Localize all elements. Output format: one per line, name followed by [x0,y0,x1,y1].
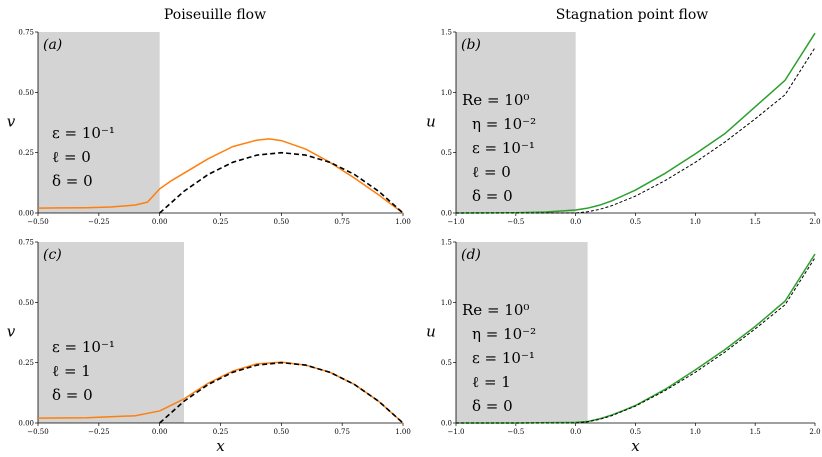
shaded-region [456,32,576,213]
y-axis-label: u [426,113,436,131]
panel-label: (c) [43,247,62,263]
y-tick-label: 0.00 [18,210,34,218]
parameter-annotation: ε = 10⁻¹ [52,124,115,142]
parameter-annotation: δ = 0 [52,386,93,404]
y-tick-label: 0.75 [18,239,34,247]
x-tick-label: −0.5 [507,218,524,226]
shaded-region [38,32,160,213]
solution-curve [37,361,404,424]
parameter-annotation: Re = 10⁰ [462,301,529,319]
panel-3: −0.50 −0.25 0.00 0.25 0.50 0.75 1.00 0.00 0.25 0.… [7,239,411,456]
x-tick-label: −1.0 [448,218,465,226]
x-tick-label: 0.75 [334,428,350,436]
solution-curve [37,138,404,214]
solution-curve [455,32,816,214]
panel-label: (b) [461,37,481,53]
x-tick-label: −0.25 [88,428,109,436]
column-title-left: Poiseuille flow [164,7,266,23]
reference-curve-dashed [456,47,816,214]
x-tick-label: 0.50 [274,428,290,436]
x-tick-label: 2.0 [809,218,820,226]
y-tick-label: 0.50 [18,299,34,307]
y-tick-label: 1.0 [441,299,452,307]
shaded-region [38,242,184,423]
x-tick-label: −0.50 [27,428,48,436]
parameter-annotation: ℓ = 0 [52,148,91,166]
x-tick-label: 0.0 [570,218,581,226]
reference-curve-dashed [456,257,816,424]
parameter-annotation: ε = 10⁻¹ [472,139,535,157]
x-tick-label: 0.75 [334,218,350,226]
x-tick-label: 1.00 [395,428,411,436]
x-tick-label: 0.00 [152,218,168,226]
x-tick-label: 0.50 [274,218,290,226]
panel-4: −1.0 −0.5 0.0 0.5 1.0 1.5 2.0 0.0 0.5 1.0 1.5 u x (d)… [426,239,820,456]
x-tick-label: −1.0 [448,428,465,436]
y-tick-label: 1.5 [441,29,452,37]
parameter-annotation: δ = 0 [472,397,513,415]
x-axis-label: x [216,437,225,455]
parameter-annotation: ℓ = 0 [472,163,511,181]
panel-1: −0.50 −0.25 0.00 0.25 0.50 0.75 1.00 0.00 0.25 0.… [7,29,411,227]
parameter-annotation: ε = 10⁻¹ [52,338,115,356]
y-tick-label: 0.0 [441,420,452,428]
y-tick-label: 0.5 [441,149,452,157]
panels: −0.50 −0.25 0.00 0.25 0.50 0.75 1.00 0.00 0.25 0.… [7,29,821,456]
y-axis-label: u [426,323,436,341]
y-axis-label: v [7,323,16,341]
parameter-annotation: ℓ = 1 [52,362,91,380]
y-tick-label: 0.0 [441,210,452,218]
x-tick-label: −0.5 [507,428,524,436]
parameter-annotation: Re = 10⁰ [462,91,529,109]
parameter-annotation: δ = 0 [52,172,93,190]
y-tick-label: 0.00 [18,420,34,428]
y-tick-label: 0.25 [18,359,34,367]
x-tick-label: 0.25 [213,428,229,436]
reference-curve-dashed [159,361,404,424]
x-tick-label: 0.00 [152,428,168,436]
x-tick-label: 1.0 [690,428,701,436]
y-tick-label: 0.25 [18,149,34,157]
y-tick-label: 0.50 [18,89,34,97]
x-tick-label: 0.0 [570,428,581,436]
parameter-annotation: η = 10⁻² [472,325,536,343]
x-tick-label: 1.0 [690,218,701,226]
x-tick-label: 0.5 [630,218,641,226]
panel-label: (d) [461,247,481,263]
x-axis-label: x [631,437,640,455]
x-tick-label: 2.0 [809,428,820,436]
shaded-region [456,242,588,423]
y-tick-label: 0.75 [18,29,34,37]
parameter-annotation: δ = 0 [472,187,513,205]
reference-curve-dashed [159,151,404,214]
y-tick-label: 0.5 [441,359,452,367]
y-tick-label: 1.5 [441,239,452,247]
x-tick-label: −0.25 [88,218,109,226]
x-tick-label: 1.00 [395,218,411,226]
x-tick-label: 1.5 [750,428,761,436]
y-axis-label: v [7,113,16,131]
panel-label: (a) [43,37,62,53]
parameter-annotation: ε = 10⁻¹ [472,349,535,367]
parameter-annotation: η = 10⁻² [472,115,536,133]
x-tick-label: 1.5 [750,218,761,226]
x-tick-label: −0.50 [27,218,48,226]
solution-curve [456,253,816,424]
panel-2: −1.0 −0.5 0.0 0.5 1.0 1.5 2.0 0.0 0.5 1.0 1.5 u (b) R… [426,29,820,227]
x-tick-label: 0.5 [630,428,641,436]
y-tick-label: 1.0 [441,89,452,97]
x-tick-label: 0.25 [213,218,229,226]
parameter-annotation: ℓ = 1 [472,373,511,391]
column-title-right: Stagnation point flow [556,7,709,23]
